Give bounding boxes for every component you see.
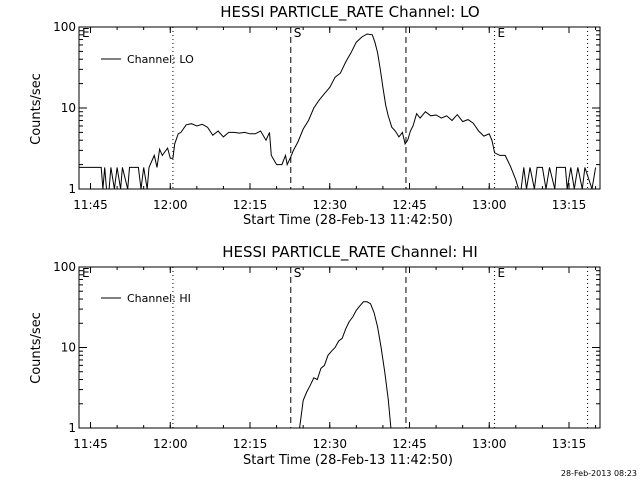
lo-y-tick-label: 1: [68, 182, 76, 196]
lo-series-layer: [79, 33, 597, 189]
render-timestamp: 28-Feb-2013 08:23: [561, 469, 637, 478]
hi-series-layer: [299, 301, 392, 428]
lo-y-tick-label: 10: [61, 101, 76, 115]
hi-y-tick-label: 100: [53, 260, 76, 274]
hi-y-tick-label: 10: [61, 341, 76, 355]
hi-marker-label: E: [82, 266, 90, 280]
hi-x-ticks: 11:45 12:00 12:15 12:30 12:45 13:00 13:15: [73, 267, 597, 451]
lo-x-tick-label: 12:45: [392, 198, 427, 212]
hi-marker-label: S: [294, 266, 302, 280]
lo-x-tick-label: 11:45: [73, 198, 108, 212]
hi-legend: Channel: HI: [101, 292, 191, 305]
hi-x-tick-label: 12:15: [233, 437, 268, 451]
lo-y-axis-label: Counts/sec: [29, 73, 44, 145]
hi-series-line: [299, 301, 392, 428]
hi-marker-label: E: [498, 266, 506, 280]
lo-y-ticks: 1 10 100: [53, 20, 600, 196]
hi-chart-title: HESSI PARTICLE_RATE Channel: HI: [222, 243, 478, 262]
lo-x-ticks: 11:45 12:00 12:15 12:30 12:45 13:00 13:15: [73, 27, 597, 212]
lo-marker-label: E: [82, 26, 90, 40]
lo-y-tick-label: 100: [53, 20, 76, 34]
hi-y-ticks: 1 10 100: [53, 260, 600, 435]
hi-y-axis-label: Counts/sec: [29, 312, 44, 384]
hi-x-tick-label: 12:30: [312, 437, 347, 451]
lo-series-line: [79, 33, 597, 189]
hi-channel-panel: HESSI PARTICLE_RATE Channel: HI Counts/s…: [29, 243, 601, 468]
hi-x-tick-label: 11:45: [73, 437, 108, 451]
lo-x-axis-label: Start Time (28-Feb-13 11:42:50): [243, 213, 453, 228]
hi-x-tick-label: 12:00: [153, 437, 188, 451]
hi-y-tick-label: 1: [68, 421, 76, 435]
lo-marker-label: E: [498, 26, 506, 40]
lo-marker-label: S: [294, 26, 302, 40]
hi-legend-label: Channel: HI: [127, 292, 191, 305]
lo-x-tick-label: 13:15: [552, 198, 587, 212]
hi-x-tick-label: 13:00: [472, 437, 507, 451]
lo-legend-label: Channel: LO: [127, 53, 194, 66]
lo-x-tick-label: 12:30: [312, 198, 347, 212]
lo-legend: Channel: LO: [101, 53, 194, 66]
lo-x-tick-label: 13:00: [472, 198, 507, 212]
lo-channel-panel: HESSI PARTICLE_RATE Channel: LO Counts/s…: [29, 3, 601, 228]
lo-x-tick-label: 12:15: [233, 198, 268, 212]
hi-x-tick-label: 12:45: [392, 437, 427, 451]
lo-chart-title: HESSI PARTICLE_RATE Channel: LO: [220, 3, 479, 22]
hi-x-axis-label: Start Time (28-Feb-13 11:42:50): [243, 453, 453, 468]
hi-x-tick-label: 13:15: [552, 437, 587, 451]
lo-x-tick-label: 12:00: [153, 198, 188, 212]
